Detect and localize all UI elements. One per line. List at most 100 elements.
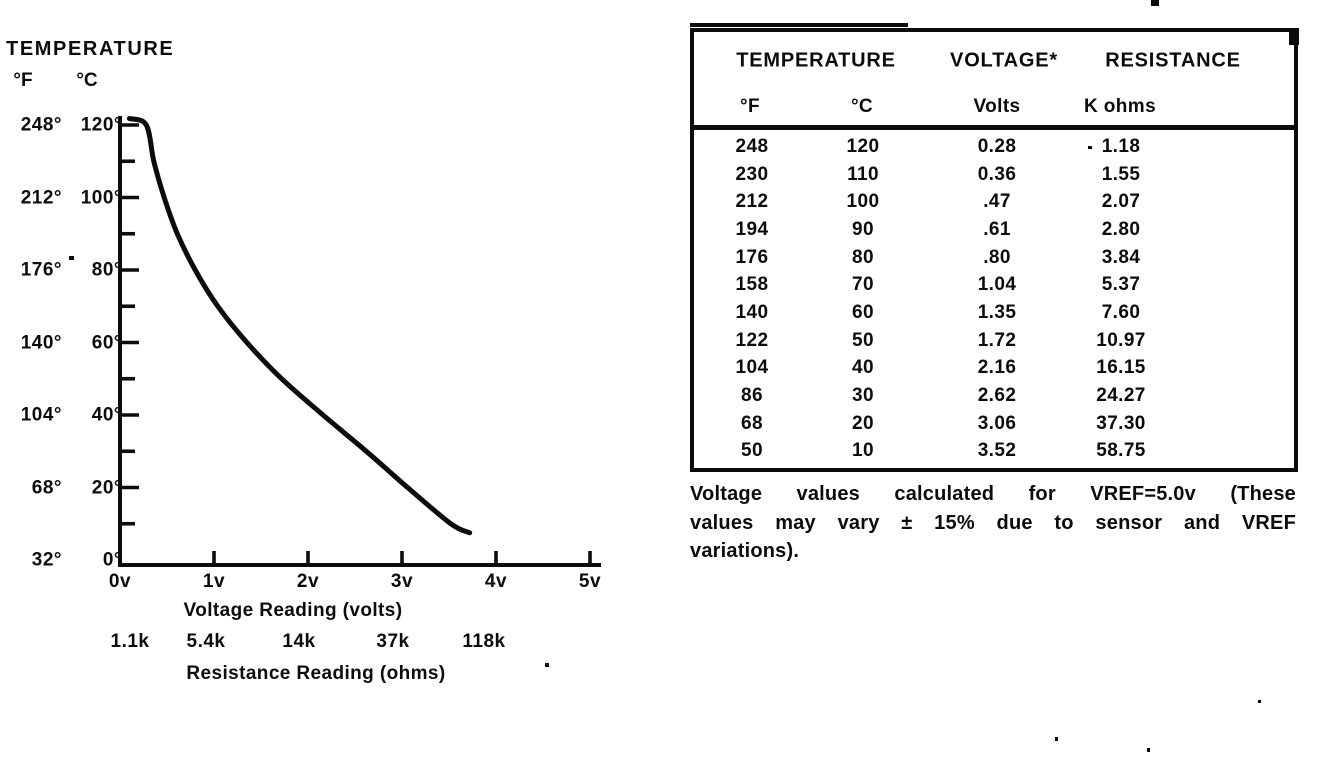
cell-kohms: 7.60 (1101, 301, 1141, 323)
table-header-temperature: TEMPERATURE (736, 49, 896, 72)
table-subheader-volts: Volts (973, 96, 1021, 117)
table-subheader-f: °F (739, 96, 761, 117)
cell-celsius: 40 (852, 357, 874, 379)
resistance-label: 14k (282, 631, 316, 652)
cell-volts: 3.52 (977, 440, 1017, 462)
cell-kohms: 1.55 (1101, 163, 1141, 185)
cell-kohms: 16.15 (1096, 357, 1146, 379)
cell-volts: 1.72 (977, 329, 1017, 351)
scan-speck (69, 256, 74, 260)
cell-fahrenheit: 68 (741, 412, 763, 434)
cell-celsius: 100 (846, 191, 880, 213)
table-row: 50 10 3.52 58.75 (694, 437, 1294, 465)
x-axis-label: 4v (484, 571, 508, 592)
cell-celsius: 10 (852, 440, 874, 462)
table-row: 86 30 2.62 24.27 (694, 382, 1294, 410)
scan-speck (1151, 0, 1159, 6)
scan-border-artifact (1289, 28, 1299, 45)
x-axis-title: Voltage Reading (volts) (183, 600, 403, 621)
chart-title: TEMPERATURE (6, 38, 175, 60)
scan-speck (545, 663, 549, 667)
cell-kohms: 2.80 (1101, 218, 1141, 240)
cell-volts: 1.04 (977, 274, 1017, 296)
x-axis-label: 1v (202, 571, 226, 592)
temperature-voltage-resistance-table: TEMPERATURE VOLTAGE* RESISTANCE °F °C Vo… (690, 23, 1299, 472)
cell-celsius: 60 (852, 301, 874, 323)
cell-fahrenheit: 212 (735, 191, 769, 213)
cell-kohms: 1.18 (1101, 135, 1141, 157)
cell-volts: 3.06 (977, 412, 1017, 434)
cell-fahrenheit: 248 (735, 135, 769, 157)
cell-kohms: 24.27 (1096, 384, 1146, 406)
resistance-axis-title: Resistance Reading (ohms) (186, 663, 446, 684)
y-axis-label-c: 60° (91, 332, 122, 353)
resistance-label: 118k (462, 631, 506, 652)
table-subheader-c: °C (850, 96, 874, 117)
table-header-resistance: RESISTANCE (1105, 49, 1241, 72)
y-axis-label-c: 40° (91, 404, 122, 426)
y-axis-label-c: 20° (91, 477, 122, 498)
resistance-label: 5.4k (186, 631, 226, 652)
vref-footnote: Voltage values calculated for VREF=5.0v … (690, 480, 1296, 566)
scan-speck (1055, 737, 1058, 741)
resistance-label: 1.1k (110, 631, 150, 652)
scan-speck (1088, 146, 1092, 149)
y-axis-label-c: 0° (102, 549, 122, 571)
footnote-line: variations). (690, 540, 800, 562)
cell-fahrenheit: 176 (735, 246, 769, 268)
table-row: 230 110 0.36 1.55 (694, 161, 1294, 189)
x-axis-label: 3v (390, 571, 414, 592)
cell-fahrenheit: 50 (741, 440, 763, 462)
cell-fahrenheit: 86 (741, 384, 763, 406)
cell-celsius: 70 (852, 274, 874, 296)
y-axis-label-f: 140° (20, 332, 62, 353)
cell-kohms: 58.75 (1096, 440, 1146, 462)
cell-volts: 2.62 (977, 384, 1017, 406)
resistance-label: 37k (376, 631, 410, 652)
cell-volts: 0.28 (977, 135, 1017, 157)
table-row: 212 100 .47 2.07 (694, 188, 1294, 216)
x-axis-label: 5v (578, 571, 602, 592)
sensor-curve (126, 116, 473, 536)
table-row: 194 90 .61 2.80 (694, 216, 1294, 244)
y-axis-label-f: 104° (20, 404, 62, 426)
footnote-line: Voltage values calculated for VREF=5.0v … (690, 483, 1296, 505)
y-axis-label-c: 80° (91, 259, 122, 281)
cell-kohms: 5.37 (1101, 274, 1141, 296)
y-axis-label-f: 212° (20, 187, 62, 208)
cell-celsius: 30 (852, 384, 874, 406)
cell-celsius: 120 (846, 135, 880, 157)
cell-kohms: 37.30 (1096, 412, 1146, 434)
table-row: 122 50 1.72 10.97 (694, 327, 1294, 355)
y-axis-label-f: 176° (20, 259, 62, 281)
cell-celsius: 90 (852, 218, 874, 240)
cell-celsius: 80 (852, 246, 874, 268)
table-rows: 248 120 0.28 1.18 230 110 0.36 1.55 212 100 .47 2.0… (694, 133, 1294, 465)
table-row: 158 70 1.04 5.37 (694, 271, 1294, 299)
scan-border-artifact (690, 23, 908, 27)
table-row: 176 80 .80 3.84 (694, 244, 1294, 272)
x-axis-label: 2v (296, 571, 320, 592)
y-axis-label-c: 120° (80, 114, 122, 136)
cell-volts: 0.36 (977, 163, 1017, 185)
celsius-column-header: °C (76, 70, 98, 91)
cell-fahrenheit: 140 (735, 301, 769, 323)
cell-fahrenheit: 104 (735, 357, 769, 379)
cell-volts: .80 (983, 246, 1011, 268)
table-subheader-kohms: K ohms (1083, 96, 1157, 117)
cell-celsius: 20 (852, 412, 874, 434)
cell-celsius: 50 (852, 329, 874, 351)
cell-volts: 2.16 (977, 357, 1017, 379)
y-axis-label-c: 100° (80, 187, 122, 208)
table-header-voltage: VOLTAGE* (950, 49, 1058, 72)
cell-celsius: 110 (847, 163, 879, 185)
cell-fahrenheit: 122 (735, 329, 769, 351)
cell-volts: 1.35 (977, 301, 1017, 323)
scan-speck (1147, 748, 1150, 752)
cell-volts: .47 (983, 191, 1011, 213)
table-row: 248 120 0.28 1.18 (694, 133, 1294, 161)
table-row: 104 40 2.16 16.15 (694, 354, 1294, 382)
scan-speck (1258, 700, 1261, 703)
